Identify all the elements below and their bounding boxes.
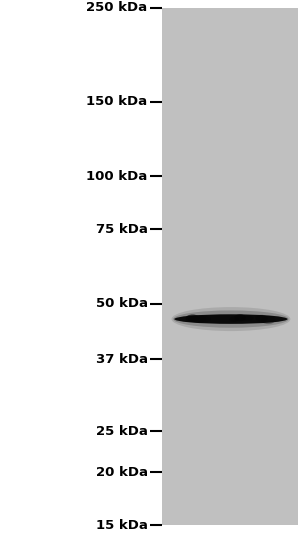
Text: 50 kDa: 50 kDa: [96, 297, 148, 310]
Ellipse shape: [240, 316, 254, 321]
Ellipse shape: [186, 314, 200, 322]
Ellipse shape: [229, 316, 239, 322]
Ellipse shape: [234, 314, 246, 321]
Text: 100 kDa: 100 kDa: [86, 170, 148, 183]
Text: 75 kDa: 75 kDa: [96, 223, 148, 236]
Ellipse shape: [172, 307, 290, 331]
Ellipse shape: [198, 316, 211, 322]
Text: 25 kDa: 25 kDa: [96, 425, 148, 438]
Ellipse shape: [189, 316, 207, 322]
Ellipse shape: [261, 316, 275, 324]
Text: 150 kDa: 150 kDa: [86, 95, 148, 108]
Text: 20 kDa: 20 kDa: [96, 466, 148, 479]
Text: 15 kDa: 15 kDa: [96, 519, 148, 531]
Ellipse shape: [174, 314, 288, 324]
Bar: [162, 8, 298, 525]
Text: 250 kDa: 250 kDa: [86, 2, 148, 14]
Ellipse shape: [255, 315, 268, 322]
Text: 37 kDa: 37 kDa: [96, 353, 148, 366]
Ellipse shape: [173, 310, 289, 328]
